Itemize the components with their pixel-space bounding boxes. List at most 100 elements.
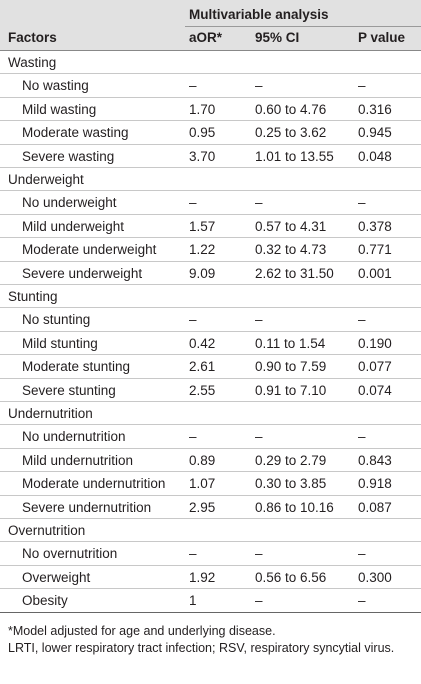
table-cell: 1.70 xyxy=(189,101,216,117)
table-cell: 0.316 xyxy=(358,101,392,117)
row-rule xyxy=(0,541,421,542)
row-rule xyxy=(0,378,421,379)
table-cell: 0.190 xyxy=(358,335,392,351)
table-cell: – xyxy=(358,195,366,211)
factor-label: Moderate underweight xyxy=(22,242,157,258)
row-rule xyxy=(0,518,421,519)
table-cell: – xyxy=(189,312,197,328)
table-cell: 2.55 xyxy=(189,382,216,398)
row-rule xyxy=(0,261,421,262)
table-cell: 0.074 xyxy=(358,382,392,398)
table-cell: 0.30 to 3.85 xyxy=(255,476,327,492)
table-cell: 3.70 xyxy=(189,148,216,164)
factor-label: Overweight xyxy=(22,569,91,585)
column-header: 95% CI xyxy=(255,30,300,45)
table-cell: 0.56 to 6.56 xyxy=(255,569,327,585)
factor-label: No wasting xyxy=(22,78,89,94)
column-header: Factors xyxy=(8,30,57,45)
footnote: LRTI, lower respiratory tract infection;… xyxy=(8,640,395,655)
factor-label: Moderate stunting xyxy=(22,359,131,375)
row-rule xyxy=(0,167,421,168)
row-rule xyxy=(0,190,421,191)
group-label: Stunting xyxy=(8,289,58,304)
row-rule xyxy=(0,448,421,449)
table-cell: 1.01 to 13.55 xyxy=(255,148,334,164)
span-title: Multivariable analysis xyxy=(189,7,329,22)
table-cell: – xyxy=(189,546,197,562)
row-rule xyxy=(0,307,421,308)
header-band xyxy=(0,0,421,50)
row-rule xyxy=(0,565,421,566)
table-cell: 0.60 to 4.76 xyxy=(255,101,327,117)
row-rule xyxy=(0,73,421,74)
group-label: Undernutrition xyxy=(8,406,93,421)
row-rule xyxy=(0,424,421,425)
factor-label: Obesity xyxy=(22,593,68,609)
row-rule xyxy=(0,214,421,215)
row-rule xyxy=(0,50,421,51)
group-label: Overnutrition xyxy=(8,523,86,538)
table-cell: 1.07 xyxy=(189,476,216,492)
table-cell: 1.92 xyxy=(189,569,216,585)
table-cell: 0.42 xyxy=(189,335,216,351)
table-cell: 2.62 to 31.50 xyxy=(255,265,334,281)
factor-label: Severe wasting xyxy=(22,148,115,164)
row-rule xyxy=(0,471,421,472)
table-cell: 0.95 xyxy=(189,125,216,141)
table-cell: 0.378 xyxy=(358,218,392,234)
row-rule xyxy=(0,97,421,98)
table-cell: 0.25 to 3.62 xyxy=(255,125,327,141)
factor-label: Mild stunting xyxy=(22,335,98,351)
factor-label: No stunting xyxy=(22,312,91,328)
table-cell: – xyxy=(255,78,263,94)
table-cell: – xyxy=(358,78,366,94)
table-cell: 9.09 xyxy=(189,265,216,281)
table-cell: – xyxy=(358,312,366,328)
factor-label: Mild undernutrition xyxy=(22,452,134,468)
table-cell: – xyxy=(255,312,263,328)
table-cell: 0.918 xyxy=(358,476,392,492)
table-cell: 0.077 xyxy=(358,359,392,375)
row-rule xyxy=(0,495,421,496)
factor-label: Severe undernutrition xyxy=(22,499,152,515)
table-cell: 0.90 to 7.59 xyxy=(255,359,327,375)
table-cell: 1.57 xyxy=(189,218,216,234)
factor-label: No underweight xyxy=(22,195,117,211)
table-cell: – xyxy=(255,546,263,562)
table-cell: 2.61 xyxy=(189,359,216,375)
span-rule xyxy=(185,26,421,27)
table-cell: 0.843 xyxy=(358,452,392,468)
table-cell: – xyxy=(255,195,263,211)
table-cell: 0.91 to 7.10 xyxy=(255,382,327,398)
table-cell: – xyxy=(358,593,366,609)
table-cell: – xyxy=(189,195,197,211)
factor-label: Moderate undernutrition xyxy=(22,476,166,492)
factor-label: No undernutrition xyxy=(22,429,126,445)
row-rule xyxy=(0,120,421,121)
table-cell: 0.300 xyxy=(358,569,392,585)
table-cell: 1 xyxy=(189,593,197,609)
table-cell: – xyxy=(189,78,197,94)
factor-label: Severe underweight xyxy=(22,265,143,281)
table-cell: – xyxy=(358,429,366,445)
table-cell: 2.95 xyxy=(189,499,216,515)
table-cell: 0.001 xyxy=(358,265,392,281)
table-cell: 0.087 xyxy=(358,499,392,515)
table-cell: 1.22 xyxy=(189,242,216,258)
table-cell: – xyxy=(358,546,366,562)
row-rule xyxy=(0,588,421,589)
row-rule xyxy=(0,331,421,332)
table-cell: – xyxy=(255,593,263,609)
row-rule xyxy=(0,144,421,145)
table-cell: 0.945 xyxy=(358,125,392,141)
column-header: aOR* xyxy=(189,30,223,45)
table-cell: 0.89 xyxy=(189,452,216,468)
table-cell: 0.11 to 1.54 xyxy=(255,335,326,351)
factor-label: Mild wasting xyxy=(22,101,97,117)
factor-label: Mild underweight xyxy=(22,218,125,234)
table-cell: – xyxy=(189,429,197,445)
row-rule xyxy=(0,284,421,285)
row-rule xyxy=(0,612,421,613)
row-rule xyxy=(0,237,421,238)
